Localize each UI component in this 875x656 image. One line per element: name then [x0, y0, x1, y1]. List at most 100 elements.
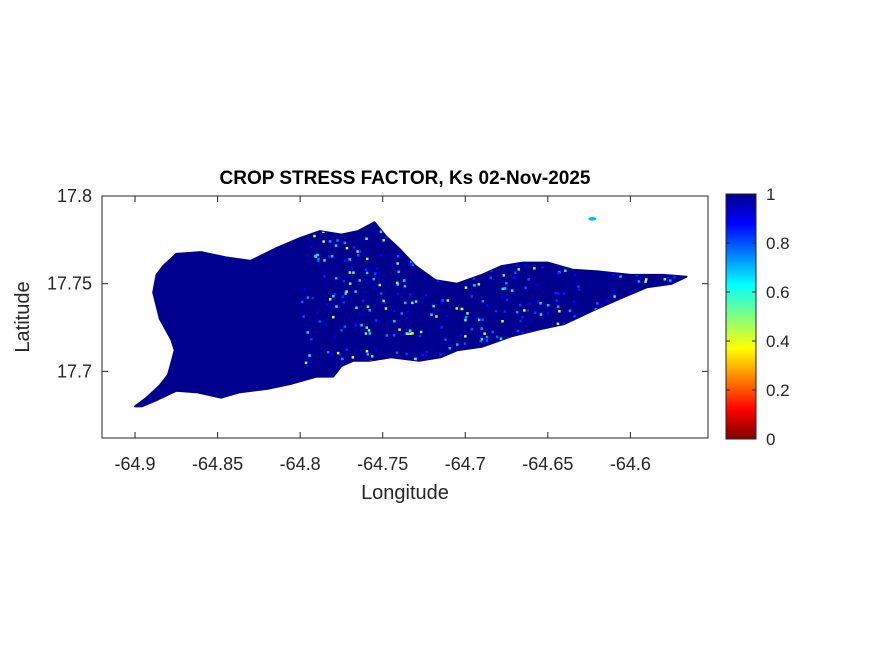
stress-pixel [330, 353, 333, 356]
stress-pixel [383, 301, 386, 304]
stress-pixel [385, 334, 389, 337]
stress-pixel [524, 243, 528, 246]
stress-pixel [392, 309, 396, 313]
stress-pixel [635, 273, 639, 277]
stress-pixel [411, 301, 414, 305]
stress-pixel [573, 249, 576, 253]
stress-pixel [413, 255, 416, 258]
y-tick-label: 17.8 [57, 186, 92, 206]
stress-pixel [562, 292, 566, 295]
stress-pixel [479, 340, 483, 343]
stress-pixel [612, 273, 615, 277]
stress-pixel [421, 353, 424, 357]
stress-pixel [442, 237, 446, 240]
stress-pixel [414, 300, 418, 303]
stress-pixel [408, 236, 411, 240]
stress-pixel [585, 329, 588, 333]
stress-pixel [569, 337, 572, 341]
stress-pixel [547, 332, 551, 335]
stress-pixel [404, 227, 408, 230]
stress-pixel [435, 315, 438, 318]
stress-pixel [416, 256, 420, 260]
stress-pixel [624, 297, 627, 301]
stress-pixel [425, 350, 428, 354]
stress-pixel [581, 356, 584, 359]
stress-pixel [554, 232, 558, 236]
stress-pixel [322, 240, 325, 243]
stress-pixel [590, 327, 593, 330]
stress-pixel [419, 330, 423, 334]
stress-pixel [565, 233, 568, 236]
stress-pixel [495, 365, 498, 368]
stress-pixel [308, 354, 311, 357]
stress-pixel [636, 243, 639, 246]
colorbar-gradient [725, 193, 757, 440]
stress-pixel [485, 335, 489, 339]
stress-pixel [483, 332, 486, 335]
stress-pixel [379, 230, 383, 233]
stress-pixel [582, 340, 586, 343]
stress-pixel [406, 316, 409, 319]
stress-pixel [558, 310, 561, 313]
stress-pixel [395, 351, 399, 355]
stress-pixel [673, 274, 676, 278]
stress-pixel [470, 239, 473, 242]
stress-pixel [517, 230, 520, 234]
stress-pixel [614, 227, 618, 230]
stress-pixel [463, 266, 466, 269]
stress-pixel [603, 314, 607, 317]
stress-pixel [645, 278, 648, 281]
stress-pixel [464, 286, 468, 289]
stress-pixel [568, 329, 572, 332]
colorbar-label: 0 [766, 430, 775, 449]
stress-pixel [545, 259, 548, 262]
stress-pixel [403, 333, 406, 336]
stress-pixel [517, 268, 520, 271]
stress-pixel [643, 253, 646, 256]
stress-pixel [323, 275, 326, 278]
stress-pixel [345, 290, 348, 293]
stress-pixel [523, 309, 526, 312]
stress-pixel [343, 290, 347, 293]
stress-pixel [656, 257, 659, 260]
stress-pixel [469, 363, 472, 366]
stress-pixel [525, 251, 528, 254]
stress-pixel [336, 239, 339, 242]
stress-pixel [316, 311, 319, 314]
stress-pixel [613, 295, 616, 298]
stress-pixel [647, 330, 650, 334]
stress-pixel [334, 244, 338, 247]
stress-pixel [480, 327, 483, 330]
stress-pixel [503, 353, 506, 356]
stress-pixel [409, 293, 412, 296]
stress-pixel [328, 240, 332, 243]
stress-pixel [460, 307, 464, 311]
stress-pixel [567, 341, 570, 345]
stress-pixel [615, 239, 619, 242]
stress-pixel [310, 245, 313, 249]
stress-pixel [486, 304, 489, 307]
stress-pixel [333, 335, 336, 338]
stress-pixel [466, 312, 469, 315]
stress-pixel [546, 304, 550, 307]
stress-pixel [632, 305, 635, 309]
stress-pixel [565, 333, 569, 336]
stress-pixel [335, 305, 338, 308]
stress-pixel [306, 358, 310, 361]
stress-pixel [366, 268, 369, 271]
stress-pixel [582, 254, 585, 258]
stress-pixel [589, 318, 592, 322]
stress-pixel [417, 243, 421, 246]
stress-pixel [614, 228, 618, 231]
stress-pixel [465, 354, 468, 358]
stress-pixel [489, 223, 492, 227]
stress-pixel [306, 331, 309, 334]
stress-pixel [448, 347, 452, 350]
stress-pixel [669, 301, 673, 305]
stress-pixel [644, 302, 647, 305]
stress-pixel [613, 241, 617, 245]
map-layer [134, 216, 688, 408]
stress-pixel [323, 259, 326, 262]
stress-pixel [669, 270, 672, 274]
stress-pixel [654, 327, 657, 330]
